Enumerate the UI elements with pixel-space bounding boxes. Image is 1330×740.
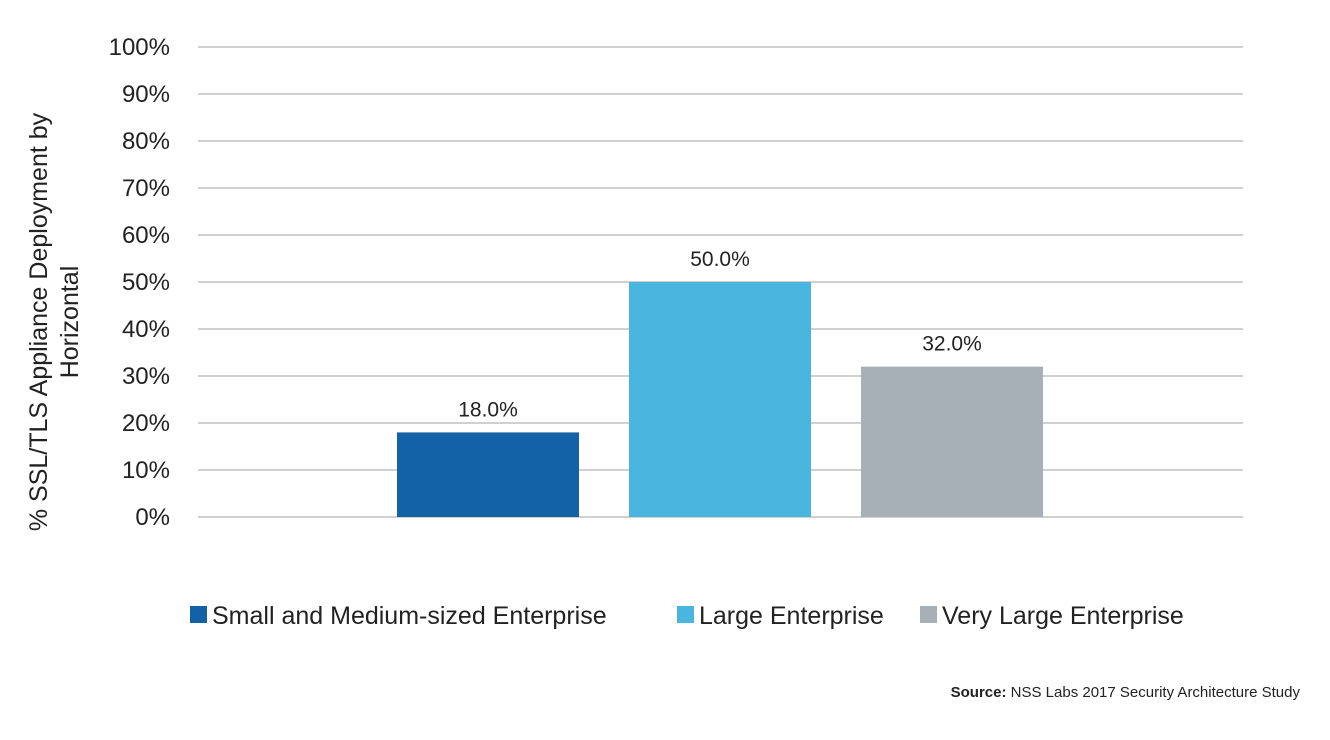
data-labels: 18.0% 50.0% 32.0% — [458, 248, 982, 421]
source-prefix: Source: — [950, 684, 1007, 701]
legend-swatch — [190, 606, 207, 623]
y-tick-label: 50% — [122, 269, 170, 296]
legend-swatch — [677, 606, 694, 623]
bar — [629, 282, 811, 517]
source-text: NSS Labs 2017 Security Architecture Stud… — [1010, 684, 1300, 701]
legend-swatch — [920, 606, 937, 623]
legend-label: Small and Medium-sized Enterprise — [212, 602, 607, 630]
y-tick-label: 100% — [109, 34, 170, 61]
y-tick-label: 70% — [122, 175, 170, 202]
bar — [861, 366, 1043, 517]
data-label: 18.0% — [458, 398, 518, 421]
legend-label: Very Large Enterprise — [942, 602, 1184, 630]
y-tick-label: 30% — [122, 363, 170, 390]
y-tick-label: 60% — [122, 222, 170, 249]
y-tick-label: 40% — [122, 316, 170, 343]
y-axis-title: % SSL/TLS Appliance Deployment by Horizo… — [25, 112, 84, 531]
y-axis-title-line-1: % SSL/TLS Appliance Deployment by — [25, 112, 53, 531]
y-axis-ticks: 0% 10% 20% 30% 40% 50% 60% 70% 80% 90% 100% — [109, 34, 170, 531]
y-tick-label: 0% — [135, 504, 170, 531]
y-tick-label: 80% — [122, 128, 170, 155]
bars — [397, 282, 1043, 517]
bar — [397, 432, 579, 517]
legend: Small and Medium-sized Enterprise Large E… — [190, 602, 1184, 630]
y-tick-label: 90% — [122, 81, 170, 108]
source-note: Source: NSS Labs 2017 Security Architect… — [951, 684, 1300, 701]
legend-label: Large Enterprise — [699, 602, 884, 630]
y-tick-label: 20% — [122, 410, 170, 437]
y-axis-title-line-2: Horizontal — [56, 266, 84, 379]
data-label: 32.0% — [922, 333, 982, 356]
y-tick-label: 10% — [122, 457, 170, 484]
data-label: 50.0% — [690, 248, 750, 271]
